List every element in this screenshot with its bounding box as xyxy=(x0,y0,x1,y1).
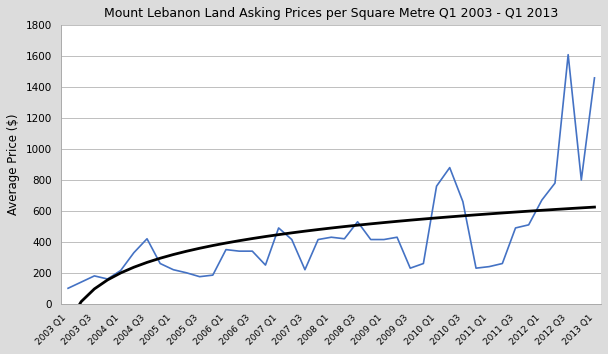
Title: Mount Lebanon Land Asking Prices per Square Metre Q1 2003 - Q1 2013: Mount Lebanon Land Asking Prices per Squ… xyxy=(104,7,558,20)
Y-axis label: Average Price ($): Average Price ($) xyxy=(7,114,20,215)
